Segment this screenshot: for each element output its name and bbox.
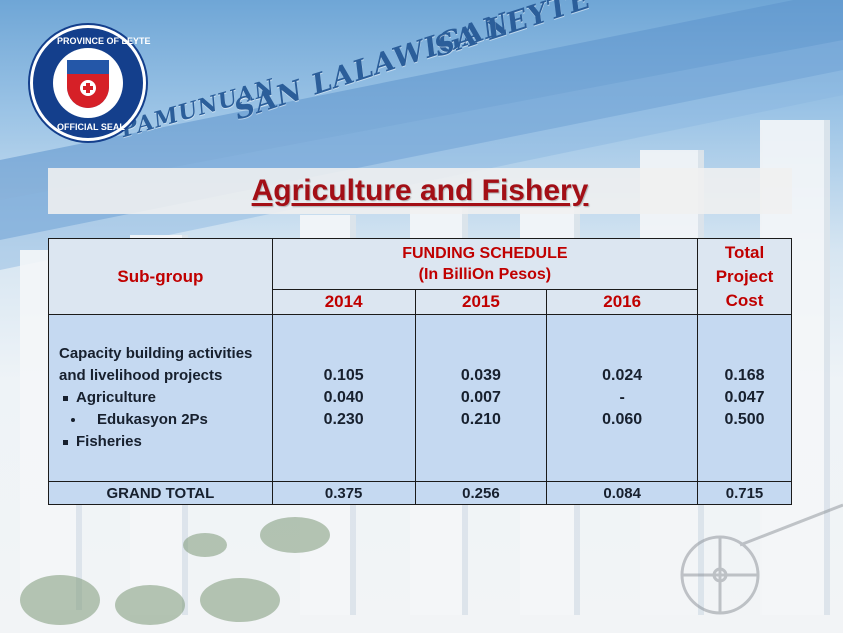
category-label-line2: and livelihood projects [59, 367, 223, 384]
cross-icon [80, 80, 96, 96]
funding-schedule-header: FUNDING SCHEDULE (In BilliOn Pesos) [271, 238, 699, 290]
seal-top-text: PROVINCE OF LEYTE [57, 36, 151, 46]
list-item-fisheries: Fisheries [59, 431, 272, 453]
sub-group-cell: Capacity building activities and livelih… [48, 314, 273, 482]
square-bullet-icon [63, 439, 68, 445]
values-total-cell: 0.168 0.047 0.500 [697, 314, 792, 482]
value-agriculture-2016: 0.024 [602, 367, 643, 384]
seal-bottom-text: OFFICIAL SEAL [57, 122, 125, 132]
grand-total-row: GRAND TOTAL 0.375 0.256 0.084 0.715 [48, 481, 792, 505]
grand-total-2015: 0.256 [414, 481, 548, 505]
year-2014-header: 2014 [271, 289, 416, 315]
title-band: Agriculture and Fishery [48, 168, 792, 214]
value-agriculture-2015: 0.039 [460, 367, 501, 384]
grand-total-overall: 0.715 [697, 481, 792, 505]
value-edukasyon-total: 0.047 [724, 389, 765, 406]
province-seal-logo: PROVINCE OF LEYTE OFFICIAL SEAL [30, 25, 151, 141]
year-header-row: 2014 2015 2016 [49, 289, 792, 315]
grand-total-2016: 0.084 [546, 481, 699, 505]
value-edukasyon-2015: 0.007 [460, 389, 501, 406]
funding-header-line2: (In BilliOn Pesos) [418, 266, 552, 283]
square-bullet-icon [63, 395, 68, 401]
value-edukasyon-2014: 0.040 [323, 389, 364, 406]
value-agriculture-total: 0.168 [724, 367, 765, 384]
funding-header-line1: FUNDING SCHEDULE [402, 245, 568, 262]
value-fisheries-2016: 0.060 [602, 411, 643, 428]
value-edukasyon-2016: - [619, 389, 625, 406]
list-item-agriculture: Agriculture [59, 387, 272, 409]
value-fisheries-2014: 0.230 [323, 411, 364, 428]
category-label-line1: Capacity building activities [59, 345, 253, 362]
values-2015-cell: 0.039 0.007 0.210 [414, 314, 548, 482]
shield-icon [67, 60, 109, 108]
values-2014-cell: 0.105 0.040 0.230 [271, 314, 416, 482]
grand-total-label: GRAND TOTAL [48, 481, 273, 505]
values-2016-cell: 0.024 - 0.060 [546, 314, 699, 482]
dot-bullet-icon [71, 418, 75, 422]
sub-group-header: Sub-group [48, 238, 273, 315]
funding-table: Sub-group FUNDING SCHEDULE (In BilliOn P… [48, 238, 792, 505]
page-title: Agriculture and Fishery [251, 174, 589, 207]
value-fisheries-total: 0.500 [724, 411, 765, 428]
table-body-row: Capacity building activities and livelih… [48, 314, 792, 482]
value-fisheries-2015: 0.210 [460, 411, 501, 428]
year-2015-header: 2015 [414, 289, 548, 315]
total-project-cost-header: Total Project Cost [697, 238, 792, 315]
value-agriculture-2014: 0.105 [323, 367, 364, 384]
list-item-edukasyon: Edukasyon 2Ps [59, 409, 272, 431]
grand-total-2014: 0.375 [271, 481, 416, 505]
year-2016-header: 2016 [546, 289, 699, 315]
table-header-row: Sub-group FUNDING SCHEDULE (In BilliOn P… [48, 238, 792, 315]
